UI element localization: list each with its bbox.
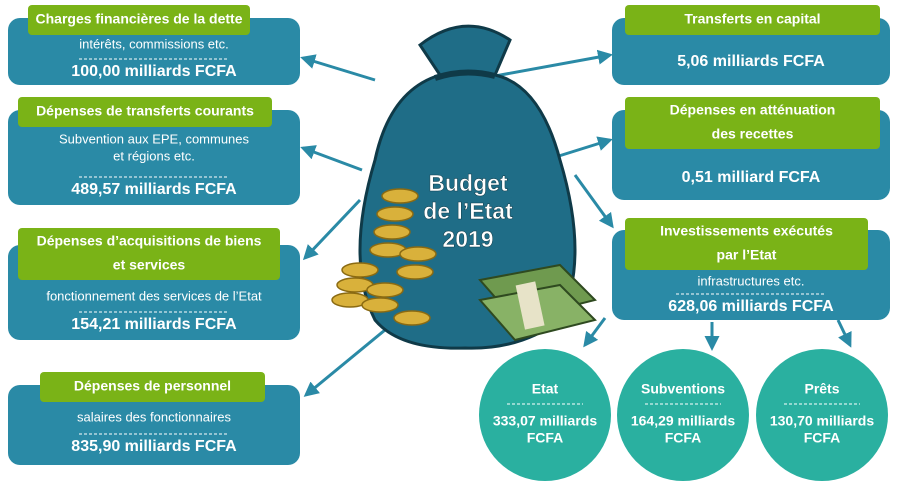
box-amount: 100,00 milliards FCFA bbox=[71, 63, 237, 80]
title-tab bbox=[18, 228, 280, 280]
box-title: Dépenses de transferts courants bbox=[36, 103, 254, 119]
arrow bbox=[300, 145, 363, 172]
circle-amount: FCFA bbox=[527, 430, 564, 446]
circle bbox=[479, 349, 611, 481]
box-amount: 154,21 milliards FCFA bbox=[71, 316, 237, 333]
budget-box: Dépenses de personnel salaires des foncti… bbox=[8, 372, 300, 465]
box-amount: 5,06 milliards FCFA bbox=[677, 53, 825, 70]
title-tab bbox=[28, 5, 250, 35]
box-amount: 835,90 milliards FCFA bbox=[71, 438, 237, 455]
box-amount: 0,51 milliard FCFA bbox=[682, 169, 821, 186]
center-line: 2019 bbox=[442, 226, 493, 252]
circle-title: Prêts bbox=[804, 381, 839, 397]
title-tab bbox=[625, 218, 868, 270]
circle-amount: 164,29 milliards bbox=[631, 413, 736, 429]
budget-box: Dépenses de transferts courants Subventio… bbox=[8, 97, 300, 205]
circle bbox=[617, 349, 749, 481]
arrow bbox=[836, 319, 852, 348]
arrow bbox=[303, 328, 386, 397]
title-tab bbox=[18, 97, 272, 127]
box-subtitle: et régions etc. bbox=[113, 148, 195, 163]
circle-amount: FCFA bbox=[665, 430, 702, 446]
banknotes bbox=[478, 263, 597, 342]
title-tab bbox=[625, 5, 880, 35]
budget-box: Dépenses d’acquisitions de biens et servi… bbox=[8, 228, 300, 340]
circle-amount: 130,70 milliards bbox=[770, 413, 875, 429]
box bbox=[8, 110, 300, 205]
circle-title: Subventions bbox=[641, 381, 725, 397]
box-title: Dépenses d’acquisitions de biens bbox=[37, 233, 262, 249]
box bbox=[8, 385, 300, 465]
box-subtitle: intérêts, commissions etc. bbox=[79, 36, 229, 51]
box-title: Charges financières de la dette bbox=[36, 11, 243, 27]
box-subtitle: salaires des fonctionnaires bbox=[77, 409, 231, 424]
box-title: Dépenses de personnel bbox=[74, 378, 231, 394]
circle-amount: FCFA bbox=[804, 430, 841, 446]
box-title: Dépenses en atténuation bbox=[670, 102, 836, 118]
arrow bbox=[583, 317, 607, 348]
circle bbox=[756, 349, 888, 481]
budget-box: Dépenses en atténuation des recettes 0,51 … bbox=[612, 97, 890, 200]
title-tab bbox=[40, 372, 265, 402]
box-subtitle: Subvention aux EPE, communes bbox=[59, 131, 250, 146]
arrow bbox=[302, 198, 362, 261]
box-title: Investissements exécutés bbox=[660, 223, 833, 239]
box-title: et services bbox=[113, 257, 186, 273]
box-subtitle: fonctionnement des services de l’Etat bbox=[46, 288, 262, 303]
center-line: Budget bbox=[428, 170, 508, 196]
center-line: de l’Etat bbox=[423, 198, 513, 224]
arrow bbox=[300, 54, 376, 82]
box-title: par l’Etat bbox=[717, 247, 777, 263]
title-tab bbox=[625, 97, 880, 149]
coins bbox=[331, 188, 437, 326]
box-title: des recettes bbox=[712, 126, 794, 142]
budget-box: Charges financières de la dette intérêts,… bbox=[8, 5, 300, 85]
budget-box: Transferts en capital 5,06 milliards FCFA bbox=[612, 5, 890, 85]
circle-amount: 333,07 milliards bbox=[493, 413, 598, 429]
circle-title: Etat bbox=[532, 381, 559, 397]
box-amount: 628,06 milliards FCFA bbox=[668, 298, 834, 315]
budget-box: Investissements exécutés par l’Etat infras… bbox=[612, 218, 890, 320]
arrow bbox=[494, 49, 613, 78]
money-bag bbox=[331, 24, 597, 350]
box-subtitle: infrastructures etc. bbox=[698, 273, 805, 288]
arrow bbox=[573, 174, 614, 229]
bag-tie bbox=[434, 69, 496, 81]
box-title: Transferts en capital bbox=[684, 11, 820, 27]
box-amount: 489,57 milliards FCFA bbox=[71, 181, 237, 198]
